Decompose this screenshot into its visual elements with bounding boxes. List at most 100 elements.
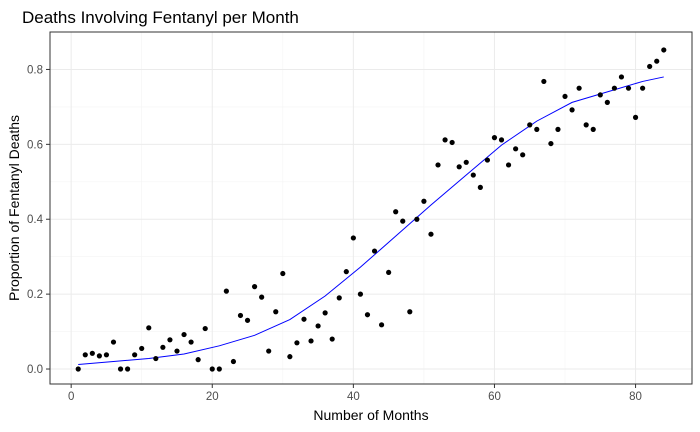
data-point [456,164,462,170]
data-point [251,284,258,290]
data-point [216,366,222,372]
data-point [244,317,251,323]
data-point [259,294,265,300]
data-point [484,157,491,163]
data-point [371,248,378,254]
data-point [188,339,194,345]
data-point [364,312,371,318]
data-point [266,348,272,354]
data-point [555,126,561,132]
data-point [223,288,229,294]
data-point [153,355,159,362]
data-point [378,322,385,328]
data-point [449,139,455,146]
data-point [520,152,526,158]
data-point [470,172,476,178]
data-point [590,126,596,132]
x-tick-label: 40 [347,391,360,403]
data-point [393,209,399,215]
data-point [96,353,102,359]
data-point [322,310,328,316]
data-point [640,85,646,91]
data-point [400,218,406,224]
data-point [110,339,117,345]
chart-title: Deaths Involving Fentanyl per Month [22,8,299,27]
data-point [308,338,314,344]
data-point [329,336,335,342]
data-point [597,92,603,98]
y-axis-title: Proportion of Fentanyl Deaths [6,115,22,301]
data-point [505,162,512,168]
data-point [237,312,244,319]
data-point [576,85,582,91]
data-point [280,270,286,277]
data-point [301,316,307,322]
data-point [103,352,110,358]
data-point [661,47,667,53]
data-point [435,162,441,168]
x-axis: 0 20 40 60 80 [68,384,642,403]
data-point [117,366,124,372]
x-tick-label: 0 [68,391,74,403]
y-tick-label: 0.4 [27,214,44,226]
data-point [569,107,575,113]
data-point [562,93,568,100]
data-point [625,85,632,91]
data-point [350,235,356,241]
data-point [202,325,208,332]
data-point [343,269,349,275]
data-point [125,366,131,372]
data-point [294,340,300,346]
y-tick-label: 0.6 [27,139,43,151]
data-point [336,295,342,301]
x-tick-label: 60 [488,391,501,403]
data-point [386,269,392,276]
data-point [82,352,88,358]
trend-line [78,76,664,366]
y-tick-label: 0.0 [27,364,43,376]
data-point [534,126,540,132]
data-point [287,354,293,360]
data-point [604,99,610,105]
data-point [541,78,547,85]
data-point [611,85,618,91]
plot-panel-border [49,31,693,385]
y-axis: 0.0 0.2 0.4 0.6 0.8 [27,64,50,376]
x-tick-label: 20 [206,391,219,403]
data-point [583,122,589,128]
data-point [146,325,152,331]
data-point [407,309,413,315]
trend-layer [78,76,664,366]
data-point [132,352,138,358]
data-point [428,231,434,237]
data-point [527,122,533,128]
y-tick-label: 0.8 [27,64,43,76]
data-point [167,337,173,343]
data-point [654,58,660,64]
data-point [548,140,554,147]
data-point [414,216,420,222]
y-tick-label: 0.2 [27,289,43,301]
data-point [357,291,364,297]
data-point [498,137,505,143]
data-point [421,198,427,204]
data-point [442,137,448,143]
data-point [181,331,187,338]
data-point [513,146,519,152]
data-point [174,348,180,354]
data-point [195,357,201,363]
data-point [647,63,653,70]
data-point [618,74,625,80]
data-point [160,344,166,350]
data-point [477,184,483,190]
data-point [273,309,279,315]
data-point [75,366,81,372]
x-axis-title: Number of Months [313,407,428,423]
data-point [632,114,639,120]
data-point [491,135,498,141]
data-point [89,350,95,356]
grid-lines [50,32,692,384]
data-point [315,323,321,329]
